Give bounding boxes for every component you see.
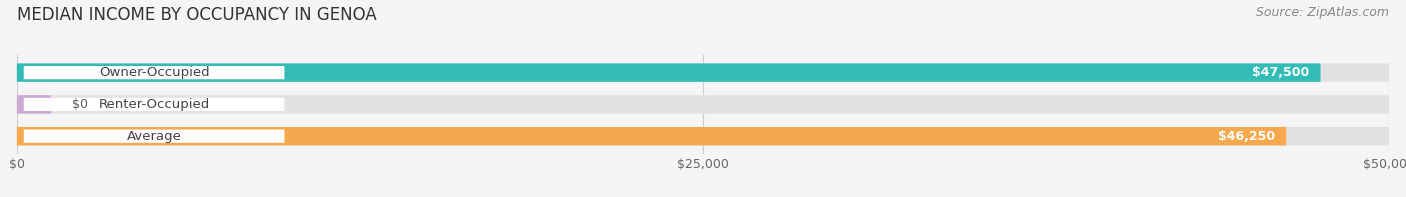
Text: MEDIAN INCOME BY OCCUPANCY IN GENOA: MEDIAN INCOME BY OCCUPANCY IN GENOA — [17, 6, 377, 24]
Text: Average: Average — [127, 130, 181, 143]
FancyBboxPatch shape — [17, 63, 1389, 82]
Text: Source: ZipAtlas.com: Source: ZipAtlas.com — [1256, 6, 1389, 19]
FancyBboxPatch shape — [17, 63, 1320, 82]
Text: $0: $0 — [72, 98, 87, 111]
Text: $46,250: $46,250 — [1218, 130, 1275, 143]
FancyBboxPatch shape — [24, 130, 284, 143]
Text: Renter-Occupied: Renter-Occupied — [98, 98, 209, 111]
Text: $47,500: $47,500 — [1253, 66, 1309, 79]
FancyBboxPatch shape — [17, 127, 1286, 145]
FancyBboxPatch shape — [17, 95, 51, 114]
FancyBboxPatch shape — [17, 127, 1389, 145]
FancyBboxPatch shape — [24, 66, 284, 79]
Text: Owner-Occupied: Owner-Occupied — [98, 66, 209, 79]
FancyBboxPatch shape — [17, 95, 1389, 114]
FancyBboxPatch shape — [24, 98, 284, 111]
